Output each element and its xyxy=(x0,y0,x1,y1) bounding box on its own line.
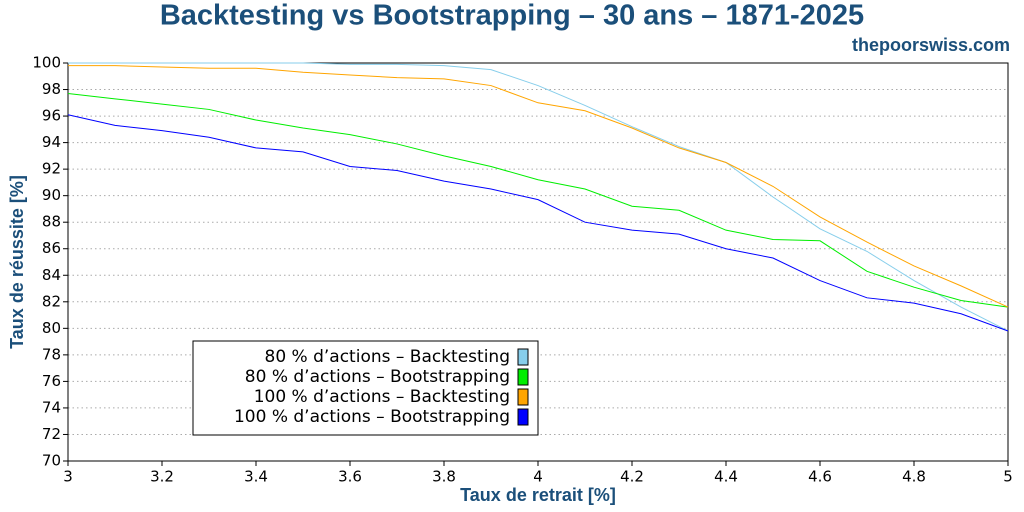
y-tick-label: 90 xyxy=(42,186,61,204)
legend-swatch xyxy=(517,348,529,366)
x-tick-label: 3.8 xyxy=(432,468,456,486)
series-line xyxy=(68,65,1009,308)
legend-swatch xyxy=(517,408,529,426)
y-tick-label: 88 xyxy=(42,213,61,231)
legend-label: 100 % d’actions – Backtesting xyxy=(254,387,510,407)
y-tick-label: 84 xyxy=(42,266,61,284)
y-tick-label: 74 xyxy=(42,398,61,416)
legend-swatch xyxy=(517,388,529,406)
y-axis-label: Taux de réussite [%] xyxy=(7,175,27,349)
series-line xyxy=(67,114,1009,332)
y-tick-label: 96 xyxy=(42,107,61,125)
y-tick-label: 98 xyxy=(42,80,61,98)
chart-subtitle: thepoorswiss.com xyxy=(852,35,1010,55)
legend-label: 80 % d’actions – Bootstrapping xyxy=(245,367,510,387)
x-tick-label: 4.4 xyxy=(714,468,738,486)
y-tick-label: 80 xyxy=(42,319,61,337)
legend-label: 100 % d’actions – Bootstrapping xyxy=(234,407,510,427)
x-tick-label: 4.6 xyxy=(808,468,832,486)
x-tick-label: 3.6 xyxy=(338,468,362,486)
y-tick-label: 76 xyxy=(42,372,61,390)
plot-frame xyxy=(67,62,1009,462)
legend-label: 80 % d’actions – Backtesting xyxy=(265,347,511,367)
x-tick-label: 4.2 xyxy=(620,468,644,486)
y-tick-label: 94 xyxy=(42,133,61,151)
x-tick-label: 3 xyxy=(63,468,73,486)
legend-swatch xyxy=(517,368,529,386)
x-axis-label: Taux de retrait [%] xyxy=(460,485,616,505)
x-tick-label: 3.4 xyxy=(244,468,268,486)
x-tick-label: 3.2 xyxy=(150,468,174,486)
y-tick-label: 82 xyxy=(42,292,61,310)
series-line xyxy=(68,62,1009,332)
x-tick-label: 4 xyxy=(533,468,543,486)
y-tick-label: 72 xyxy=(42,425,61,443)
y-tick-label: 86 xyxy=(42,239,61,257)
y-tick-label: 78 xyxy=(42,345,61,363)
legend-box xyxy=(192,340,539,436)
chart-title: Backtesting vs Bootstrapping – 30 ans – … xyxy=(160,0,864,32)
x-tick-label: 5 xyxy=(1003,468,1013,486)
y-tick-label: 70 xyxy=(42,452,61,470)
series-line xyxy=(67,93,1009,308)
x-tick-label: 4.8 xyxy=(902,468,926,486)
y-tick-label: 100 xyxy=(32,54,61,72)
y-tick-label: 92 xyxy=(42,160,61,178)
